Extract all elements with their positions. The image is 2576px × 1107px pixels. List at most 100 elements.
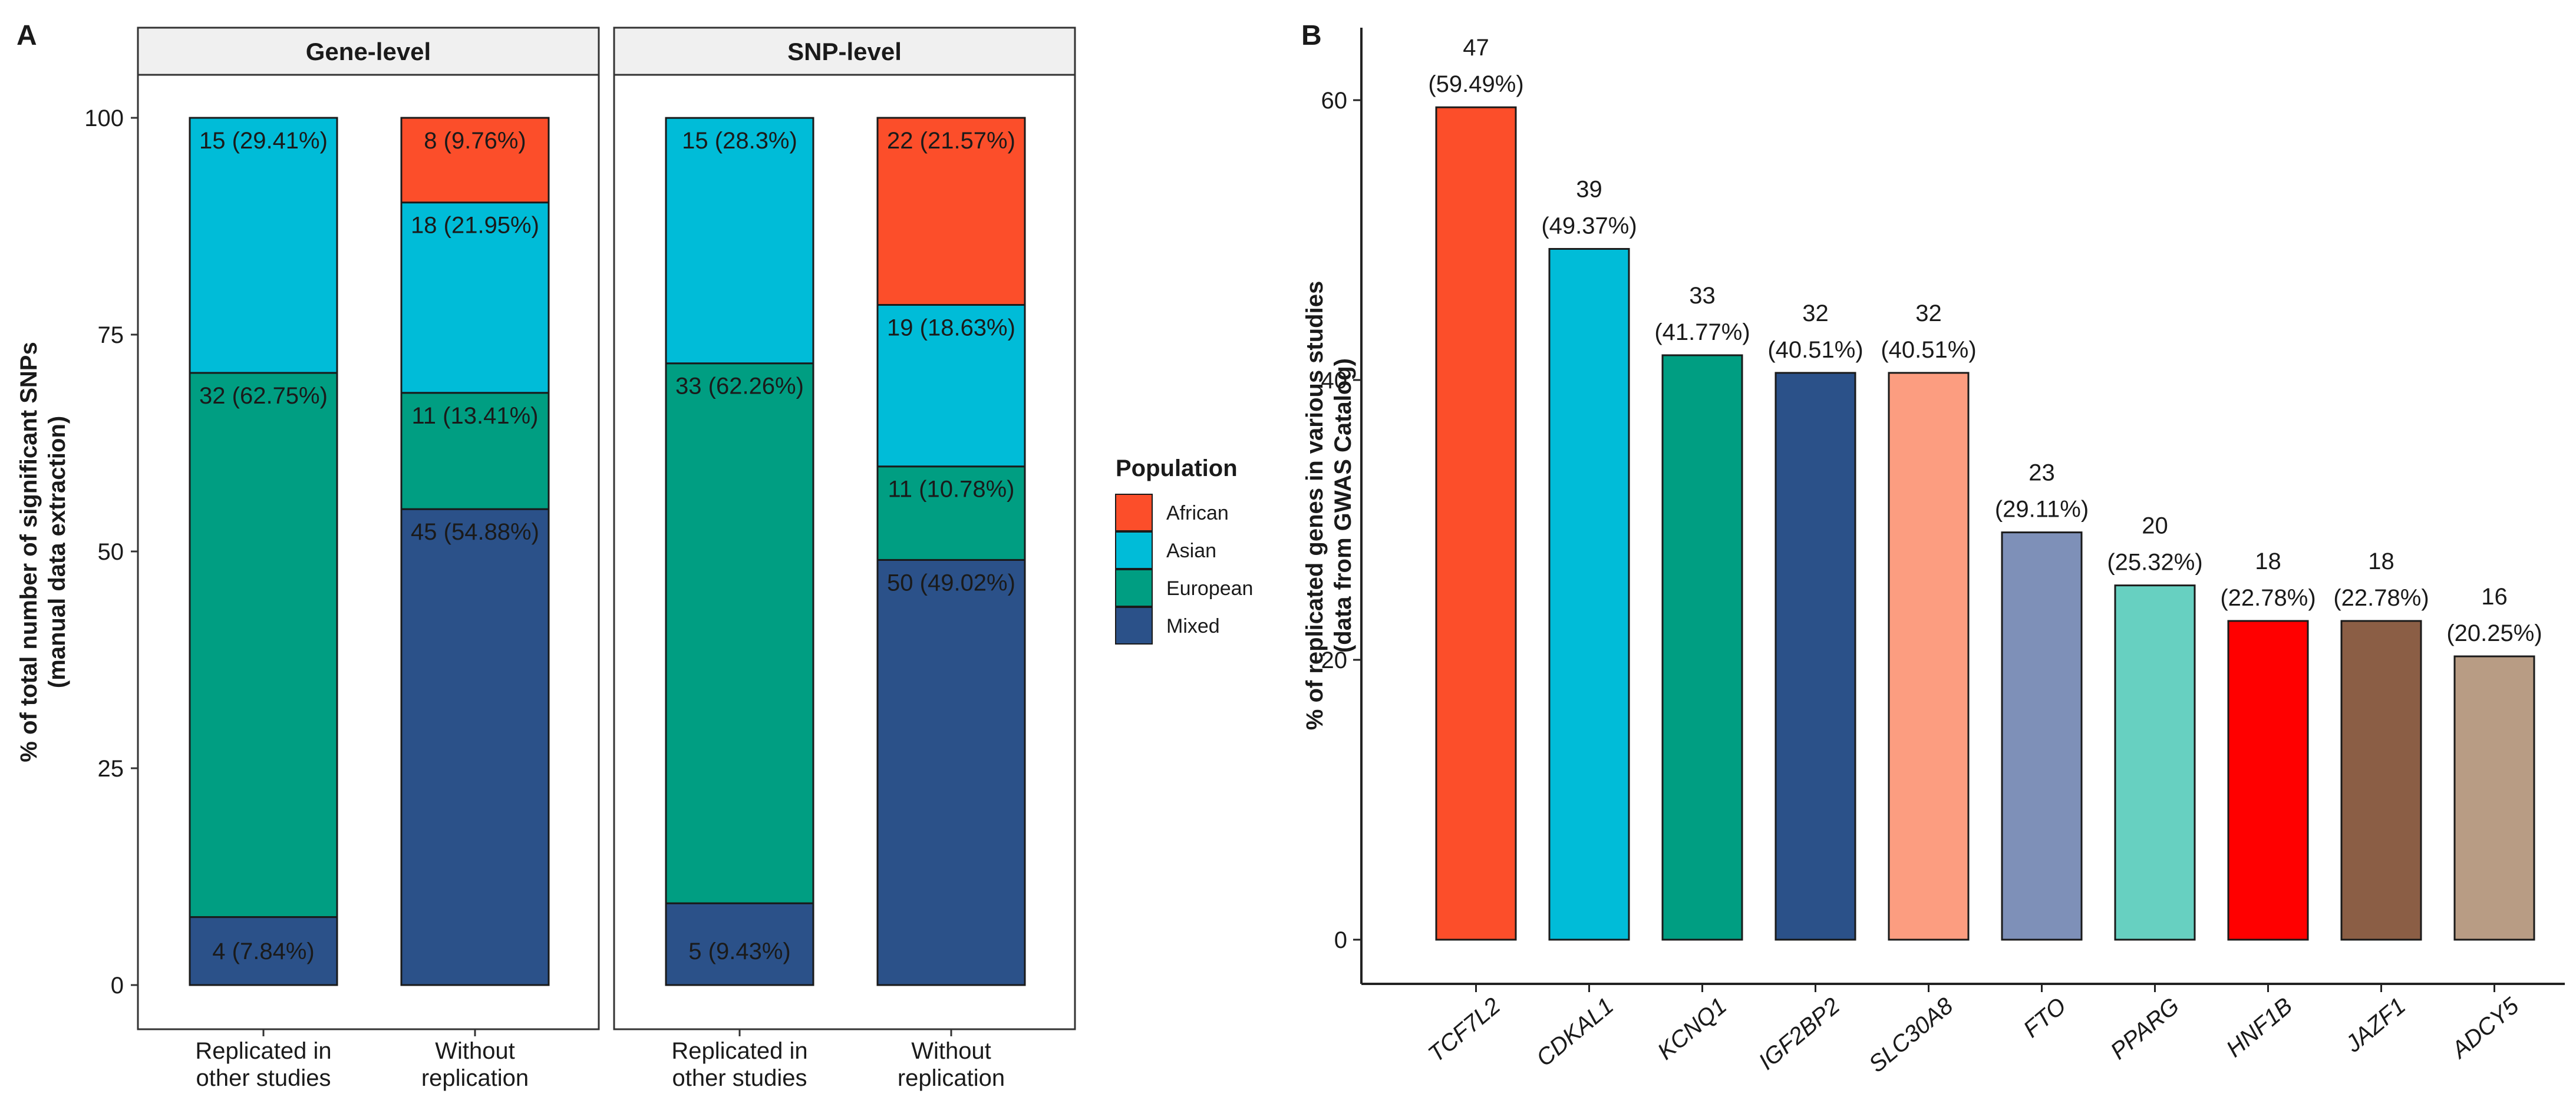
bar-count-label: 32 [1802,300,1829,326]
x-tick-label: Replicated in [671,1038,807,1064]
legend-swatch-european [1115,569,1153,607]
bar-segment-label: 8 (9.76%) [424,128,526,154]
y-tick-label: 40 [1321,368,1348,394]
facet-strip-label: SNP-level [787,38,902,65]
y-tick-label: 50 [98,539,124,565]
bar-segment-label: 15 (29.41%) [199,128,328,154]
bar-tcf7l2 [1435,106,1517,941]
bar-percent-label: (49.37%) [1541,213,1637,239]
bar-count-label: 18 [2255,548,2281,574]
bar-fto [2001,531,2083,941]
facet-panel-snp-level [613,74,1076,1030]
bar-segment-label: 15 (28.3%) [682,128,797,154]
y-axis-title-line2: (manual data extraction) [44,416,70,688]
bar-percent-label: (22.78%) [2333,585,2429,611]
bar-segment-european [665,362,814,904]
y-tick-label: 0 [111,973,124,999]
x-tick-label: Replicated in [195,1038,331,1064]
bar-segment-asian [876,304,1026,468]
y-axis-title-line1: % of replicated genes in various studies [1302,281,1328,730]
bar-percent-label: (22.78%) [2220,585,2316,611]
bar-percent-label: (40.51%) [1881,337,1976,363]
bar-pparg [2114,584,2196,941]
y-tick-label: 20 [1321,647,1348,673]
bar-segment-african [400,117,550,204]
bar-segment-asian [400,201,550,394]
bar-segment-african [876,117,1026,306]
bar-segment-mixed [189,916,338,986]
bar-count-label: 20 [2142,513,2168,539]
legend-label-mixed: Mixed [1166,615,1220,637]
bar-segment-label: 18 (21.95%) [411,213,539,239]
bar-segment-label: 33 (62.26%) [675,374,804,399]
x-tick-label: JAZF1 [2340,993,2410,1058]
bar-segment-label: 50 (49.02%) [887,570,1015,596]
panel-letter-a: A [17,20,37,51]
bar-segment-label: 11 (10.78%) [888,477,1015,503]
bar-percent-label: (59.49%) [1428,71,1523,97]
legend-label-european: European [1166,577,1253,600]
bar-percent-label: (20.25%) [2446,620,2542,646]
bar-jazf1 [2340,620,2422,941]
bar-segment-label: 32 (62.75%) [199,383,328,409]
bar-percent-label: (29.11%) [1995,497,2089,523]
bar-segment-european [189,372,338,918]
bar-hnf1b [2227,620,2309,941]
bar-segment-european [400,392,550,510]
bar-count-label: 16 [2481,584,2508,610]
bar-segment-label: 5 (9.43%) [688,939,790,964]
bar-segment-mixed [400,508,550,986]
x-tick-label: FTO [2018,993,2071,1043]
y-tick-label: 60 [1321,88,1348,114]
bar-kcnq1 [1661,354,1743,941]
x-tick-label: other studies [196,1065,331,1091]
bar-segment-asian [189,117,338,374]
bar-cdkal1 [1548,247,1630,941]
legend: Population African Asian European Mixed [1115,455,1253,645]
x-tick-label: Without [911,1038,991,1064]
legend-swatch-asian [1115,531,1153,569]
bar-segment-asian [665,117,814,365]
legend-label-african: African [1166,502,1229,524]
bar-slc30a8 [1888,372,1970,941]
x-tick-label: Without [435,1038,515,1064]
bar-count-label: 23 [2029,460,2055,486]
x-tick-label: replication [898,1065,1005,1091]
bar-segment-label: 45 (54.88%) [411,519,539,545]
x-tick-label: IGF2BP2 [1754,993,1845,1075]
bar-adcy5 [2453,655,2535,941]
x-tick-label: HNF1B [2222,993,2298,1062]
x-tick-label: replication [421,1065,529,1091]
facet-strip-label: Gene-level [306,38,431,65]
bar-segment-mixed [665,902,814,986]
facet-strip-snp-level [613,27,1076,76]
y-tick-label: 100 [84,105,124,131]
bar-count-label: 18 [2368,548,2394,574]
x-tick-label: CDKAL1 [1532,993,1618,1072]
bar-segment-label: 4 (7.84%) [212,939,314,964]
bar-segment-label: 11 (13.41%) [412,403,539,429]
bar-count-label: 32 [1915,300,1942,326]
bar-segment-label: 19 (18.63%) [887,315,1015,341]
legend-label-asian: Asian [1166,540,1216,562]
panel-a-stacked-chart: Gene-level SNP-level 4 (7.84%) 32 (62.75%… [16,27,1253,1091]
x-tick-label: other studies [672,1065,807,1091]
bar-igf2bp2 [1774,372,1856,941]
bar-percent-label: (25.32%) [2107,550,2202,576]
y-tick-label: 25 [98,756,124,782]
bar-count-label: 47 [1463,35,1489,61]
y-tick-label: 0 [1334,927,1347,953]
facet-strip-gene-level [137,27,600,76]
legend-swatch-mixed [1115,607,1153,645]
bar-percent-label: (40.51%) [1767,337,1863,363]
y-axis-title-line1: % of total number of significant SNPs [16,342,42,762]
legend-swatch-african [1115,494,1153,531]
bar-segment-label: 22 (21.57%) [887,128,1015,154]
bar-segment-european [876,465,1026,561]
panel-letter-b: B [1301,20,1322,51]
x-tick-label: PPARG [2106,993,2184,1065]
bar-segment-mixed [876,559,1026,986]
x-tick-label: KCNQ1 [1653,993,1731,1065]
x-tick-label: ADCY5 [2446,993,2524,1064]
